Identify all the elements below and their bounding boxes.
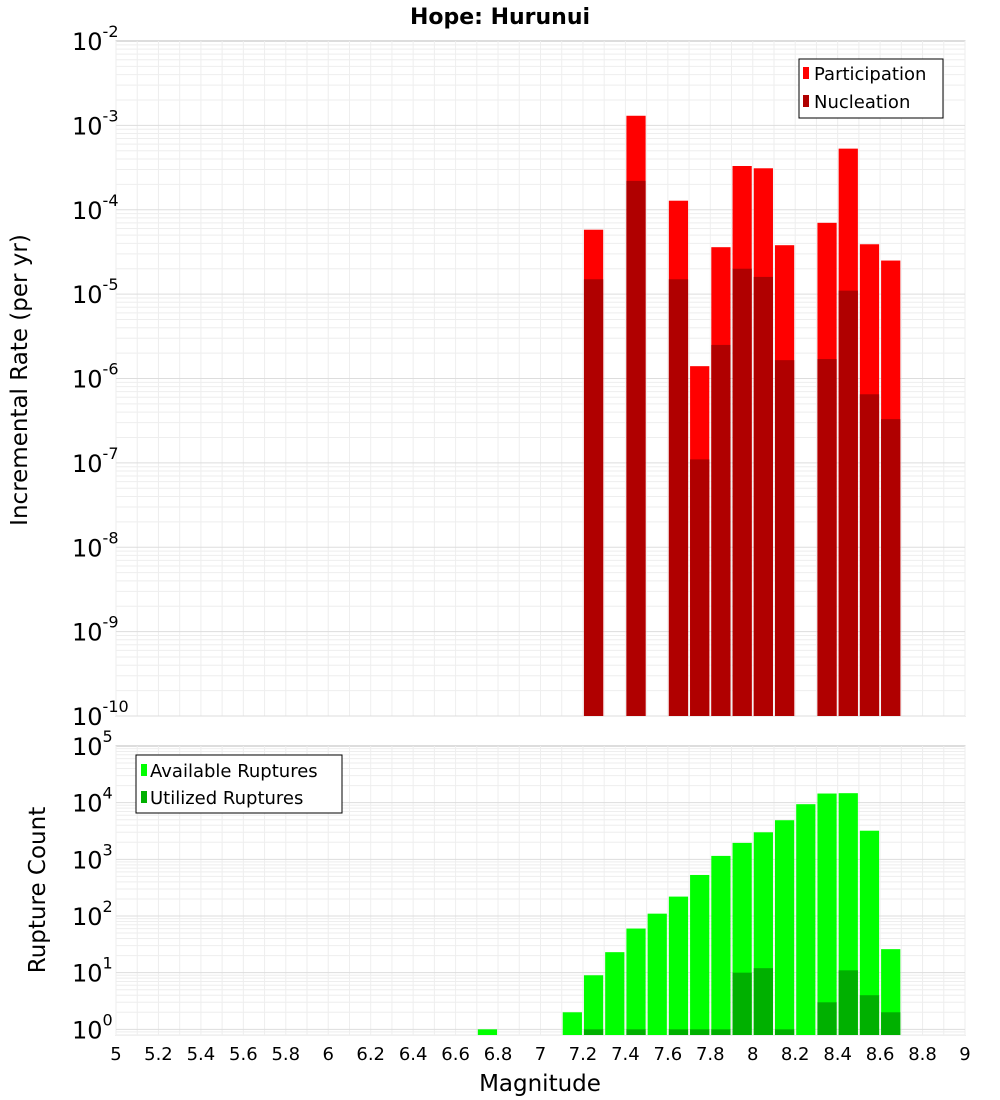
x-tick-label: 6.4 [399, 1044, 428, 1065]
x-tick-label: 5.6 [229, 1044, 258, 1065]
legend-nucleation-label: Nucleation [814, 92, 910, 113]
legend-participation-label: Participation [814, 64, 926, 85]
top-legend: Participation Nucleation [798, 58, 944, 119]
top-bar-nucleation [859, 394, 880, 716]
top-bar-nucleation [753, 276, 773, 716]
x-tick-label: 5.4 [187, 1044, 216, 1065]
x-axis-label: Magnitude [479, 1071, 601, 1097]
bottom-legend-box [135, 754, 343, 814]
legend-utilized-label: Utilized Ruptures [150, 788, 303, 809]
bottom-bar-utilized-ruptures [838, 970, 858, 1035]
legend-available-label: Available Ruptures [150, 761, 318, 782]
x-tick-label: 9 [959, 1044, 970, 1065]
bottom-bar-utilized-ruptures [668, 1029, 689, 1035]
top-bars [583, 115, 901, 717]
top-bar-nucleation [711, 344, 731, 716]
legend-utilized-swatch [141, 791, 147, 803]
legend-nucleation-swatch [803, 95, 809, 107]
bottom-bar-available-ruptures [796, 804, 816, 1035]
legend-participation-swatch [803, 67, 809, 79]
top-y-axis-label: Incremental Rate (per yr) [7, 234, 33, 526]
x-tick-label: 7.6 [654, 1044, 683, 1065]
bottom-bar-available-ruptures [668, 896, 689, 1035]
legend-available-swatch [141, 764, 147, 776]
top-bar-nucleation [668, 279, 689, 716]
x-tick-label: 6.8 [484, 1044, 513, 1065]
bottom-bar-available-ruptures [562, 1012, 582, 1035]
bottom-bar-available-ruptures [774, 820, 795, 1035]
bottom-y-tick-label: 105 [72, 727, 113, 761]
bottom-plot-panel: 100 101 102 103 104 105 5 5.2 5.4 5.6 5.8 6 6.2 6.4 6… [25, 727, 971, 1097]
chart-title: Hope: Hurunui [410, 5, 590, 30]
top-bar-nucleation [881, 419, 901, 716]
bottom-bar-available-ruptures [605, 952, 625, 1035]
x-tick-label: 5.8 [271, 1044, 300, 1065]
top-y-tick-label: 10-4 [72, 191, 119, 225]
bottom-bar-available-ruptures [626, 928, 646, 1035]
x-tick-label: 6 [323, 1044, 334, 1065]
top-bar-nucleation [626, 180, 646, 716]
x-tick-label: 8.2 [781, 1044, 810, 1065]
x-tick-label: 7.8 [696, 1044, 725, 1065]
x-tick-label: 5 [110, 1044, 121, 1065]
x-tick-label: 7.4 [611, 1044, 640, 1065]
bottom-legend: Available Ruptures Utilized Ruptures [135, 754, 343, 814]
top-y-tick-label: 10-9 [72, 613, 119, 647]
bottom-bars [477, 793, 901, 1035]
bottom-bar-utilized-ruptures [774, 1029, 795, 1035]
bottom-bar-available-ruptures [690, 874, 710, 1035]
bottom-y-tick-label: 104 [72, 784, 113, 818]
top-bar-nucleation [690, 459, 710, 716]
bottom-bar-available-ruptures [647, 913, 667, 1035]
bottom-y-tick-labels: 100 101 102 103 104 105 [72, 727, 113, 1044]
bottom-bar-utilized-ruptures [626, 1029, 646, 1035]
top-bar-nucleation [732, 268, 752, 716]
top-y-tick-label: 10-5 [72, 275, 119, 309]
bottom-bar-utilized-ruptures [753, 968, 773, 1035]
bottom-y-axis-label: Rupture Count [25, 807, 51, 973]
bottom-bar-utilized-ruptures [583, 1029, 604, 1035]
top-y-tick-label: 10-7 [72, 444, 119, 478]
bottom-y-tick-label: 102 [72, 897, 113, 931]
top-grid [115, 41, 966, 717]
x-tick-label: 6.6 [441, 1044, 470, 1065]
bottom-bar-available-ruptures [859, 830, 880, 1035]
bottom-y-tick-label: 101 [72, 954, 113, 988]
top-bar-nucleation [838, 290, 858, 716]
top-plot-panel: 10-10 10-9 10-8 10-7 10-6 10-5 10-4 10-3 10-2 In… [7, 22, 966, 731]
bottom-bar-utilized-ruptures [881, 1012, 901, 1035]
bottom-bar-utilized-ruptures [690, 1029, 710, 1035]
x-tick-label: 8.4 [823, 1044, 852, 1065]
bottom-bar-utilized-ruptures [817, 1002, 837, 1035]
top-y-tick-label: 10-8 [72, 528, 119, 562]
top-bar-nucleation [817, 359, 837, 716]
bottom-y-tick-label: 100 [72, 1010, 113, 1044]
x-tick-label: 8.6 [866, 1044, 895, 1065]
bottom-bar-available-ruptures [711, 855, 731, 1035]
bottom-bar-utilized-ruptures [859, 995, 880, 1035]
top-bar-nucleation [774, 360, 795, 716]
x-tick-label: 6.2 [356, 1044, 385, 1065]
x-tick-label: 5.2 [144, 1044, 173, 1065]
x-tick-labels: 5 5.2 5.4 5.6 5.8 6 6.2 6.4 6.6 6.8 7 7.2 7.4 7.6 7.8 8… [110, 1044, 970, 1065]
bottom-bar-available-ruptures [583, 975, 604, 1035]
bottom-y-tick-label: 103 [72, 840, 113, 874]
top-legend-box [798, 58, 944, 119]
x-tick-label: 8 [747, 1044, 758, 1065]
bottom-bar-utilized-ruptures [732, 972, 752, 1035]
top-y-tick-label: 10-6 [72, 360, 119, 394]
top-y-tick-label: 10-2 [72, 22, 119, 56]
bottom-bar-available-ruptures [817, 793, 837, 1035]
top-y-tick-label: 10-10 [72, 697, 129, 731]
x-tick-label: 8.8 [908, 1044, 937, 1065]
bottom-bar-available-ruptures [477, 1029, 498, 1035]
x-tick-label: 7 [535, 1044, 546, 1065]
x-tick-label: 7.2 [569, 1044, 598, 1065]
top-y-tick-label: 10-3 [72, 106, 119, 140]
top-bar-nucleation [583, 279, 604, 716]
bottom-bar-utilized-ruptures [711, 1029, 731, 1035]
